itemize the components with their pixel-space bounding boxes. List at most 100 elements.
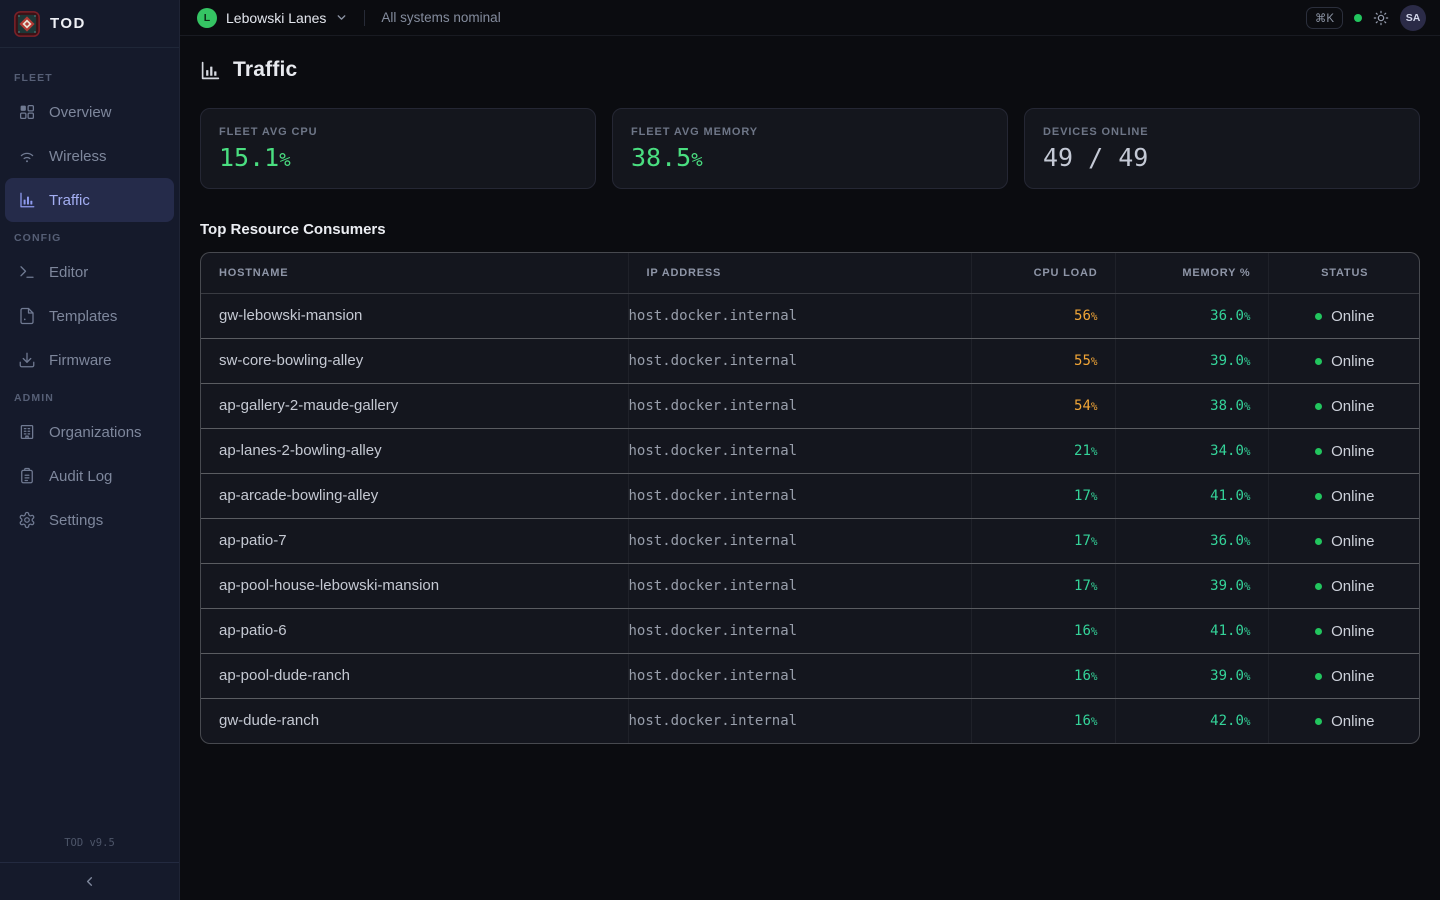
stat-label: FLEET AVG MEMORY — [631, 126, 759, 138]
table-row[interactable]: sw-core-bowling-alley host.docker.intern… — [201, 338, 1419, 384]
sidebar-section: FLEET Overview Wireless Traffic — [0, 62, 179, 222]
table-row[interactable]: ap-gallery-2-maude-gallery host.docker.i… — [201, 383, 1419, 429]
stat-label: DEVICES ONLINE — [1043, 126, 1149, 138]
cell-memory: 36.0% — [1114, 518, 1268, 564]
cell-cpu: 17% — [970, 473, 1115, 519]
sidebar-item-overview[interactable]: Overview — [5, 90, 174, 134]
tod-logo-icon — [14, 10, 40, 37]
table-row[interactable]: ap-pool-dude-ranch host.docker.internal … — [201, 653, 1419, 699]
app-version: TOD v9.5 — [64, 837, 115, 849]
online-status-dot — [1315, 717, 1323, 725]
bar-chart-icon — [17, 191, 36, 210]
cell-cpu: 54% — [970, 383, 1115, 429]
cell-cpu: 21% — [970, 428, 1115, 474]
theme-toggle-button[interactable] — [1373, 10, 1389, 26]
cell-status: Online — [1267, 428, 1419, 474]
stat-value: 49 / 49 — [1043, 143, 1149, 172]
cell-hostname: ap-gallery-2-maude-gallery — [201, 383, 628, 429]
online-status-dot — [1315, 627, 1323, 635]
command-palette-shortcut[interactable]: ⌘K — [1305, 6, 1343, 29]
sidebar-item-templates[interactable]: Templates — [5, 294, 174, 338]
cell-status: Online — [1267, 293, 1419, 339]
top-consumers-table: HOSTNAME IP ADDRESS CPU LOAD MEMORY % ST… — [200, 252, 1420, 744]
org-avatar: L — [197, 7, 217, 28]
status-label: Online — [1331, 667, 1375, 685]
cell-ip: host.docker.internal — [627, 653, 971, 699]
sidebar-item-label: Templates — [49, 307, 118, 325]
sidebar-section: ADMIN Organizations Audit Log Settings — [0, 382, 179, 542]
sidebar-item-settings[interactable]: Settings — [5, 498, 174, 542]
sidebar-section-label: CONFIG — [14, 232, 62, 244]
org-name: Lebowski Lanes — [226, 9, 327, 26]
online-status-dot — [1315, 537, 1323, 545]
cell-status: Online — [1267, 698, 1419, 743]
user-avatar[interactable]: SA — [1400, 4, 1426, 31]
page-title: Traffic — [233, 58, 298, 81]
sidebar-section-label: ADMIN — [14, 392, 54, 404]
table-row[interactable]: gw-dude-ranch host.docker.internal 16% 4… — [201, 698, 1419, 743]
sidebar-section-label: FLEET — [14, 72, 53, 84]
sidebar-item-label: Editor — [49, 263, 89, 281]
online-status-dot — [1315, 672, 1323, 680]
sidebar-footer: TOD v9.5 — [0, 837, 179, 900]
sun-icon — [1373, 10, 1389, 25]
stat-card: FLEET AVG MEMORY 38.5% — [612, 108, 1008, 189]
app-name: TOD — [50, 15, 86, 32]
sidebar-item-organizations[interactable]: Organizations — [5, 410, 174, 454]
table-row[interactable]: ap-lanes-2-bowling-alley host.docker.int… — [201, 428, 1419, 474]
sidebar-item-label: Firmware — [49, 351, 112, 369]
main-area: L Lebowski Lanes All systems nominal ⌘K … — [180, 0, 1440, 900]
system-status-text: All systems nominal — [381, 10, 501, 25]
sidebar-item-wireless[interactable]: Wireless — [5, 134, 174, 178]
sidebar-item-firmware[interactable]: Firmware — [5, 338, 174, 382]
table-row[interactable]: ap-patio-7 host.docker.internal 17% 36.0… — [201, 518, 1419, 564]
sidebar-item-label: Wireless — [49, 147, 107, 165]
table-row[interactable]: ap-patio-6 host.docker.internal 16% 41.0… — [201, 608, 1419, 654]
cell-status: Online — [1267, 608, 1419, 654]
cell-cpu: 55% — [970, 338, 1115, 384]
stat-card: DEVICES ONLINE 49 / 49 — [1024, 108, 1420, 189]
online-status-dot — [1315, 402, 1323, 410]
status-label: Online — [1331, 397, 1375, 415]
cell-memory: 34.0% — [1114, 428, 1268, 474]
status-label: Online — [1331, 352, 1375, 370]
table-row[interactable]: ap-arcade-bowling-alley host.docker.inte… — [201, 473, 1419, 519]
status-label: Online — [1331, 532, 1375, 550]
cell-ip: host.docker.internal — [627, 608, 971, 654]
online-status-dot — [1315, 312, 1323, 320]
sidebar-item-label: Traffic — [49, 191, 90, 209]
cell-memory: 39.0% — [1114, 338, 1268, 384]
table-row[interactable]: gw-lebowski-mansion host.docker.internal… — [201, 293, 1419, 339]
sidebar-collapse-button[interactable] — [0, 862, 179, 900]
cell-cpu: 56% — [970, 293, 1115, 339]
table-body: gw-lebowski-mansion host.docker.internal… — [201, 293, 1419, 743]
status-label: Online — [1331, 622, 1375, 640]
sidebar-item-editor[interactable]: Editor — [5, 250, 174, 294]
table-row[interactable]: ap-pool-house-lebowski-mansion host.dock… — [201, 563, 1419, 609]
chevron-down-icon — [335, 11, 348, 24]
col-header-memory: MEMORY % — [1114, 253, 1268, 294]
cell-hostname: ap-arcade-bowling-alley — [201, 473, 628, 519]
cell-ip: host.docker.internal — [627, 338, 971, 384]
status-label: Online — [1331, 487, 1375, 505]
cell-memory: 38.0% — [1114, 383, 1268, 429]
cell-status: Online — [1267, 473, 1419, 519]
cell-memory: 41.0% — [1114, 473, 1268, 519]
cell-status: Online — [1267, 653, 1419, 699]
cell-ip: host.docker.internal — [627, 473, 971, 519]
stat-value: 38.5% — [631, 143, 703, 172]
clipboard-icon — [17, 467, 36, 486]
wireless-icon — [17, 147, 36, 166]
col-header-hostname: HOSTNAME — [201, 253, 628, 294]
page-title-row: Traffic — [200, 58, 1420, 82]
terminal-icon — [17, 263, 36, 282]
sidebar-item-audit-log[interactable]: Audit Log — [5, 454, 174, 498]
topbar-divider — [364, 9, 366, 26]
org-switcher[interactable]: L Lebowski Lanes — [197, 7, 348, 28]
cell-memory: 41.0% — [1114, 608, 1268, 654]
sidebar-item-traffic[interactable]: Traffic — [5, 178, 174, 222]
gear-icon — [17, 511, 36, 530]
col-header-ip: IP ADDRESS — [627, 253, 971, 294]
cell-hostname: gw-lebowski-mansion — [201, 293, 628, 339]
cell-ip: host.docker.internal — [627, 563, 971, 609]
